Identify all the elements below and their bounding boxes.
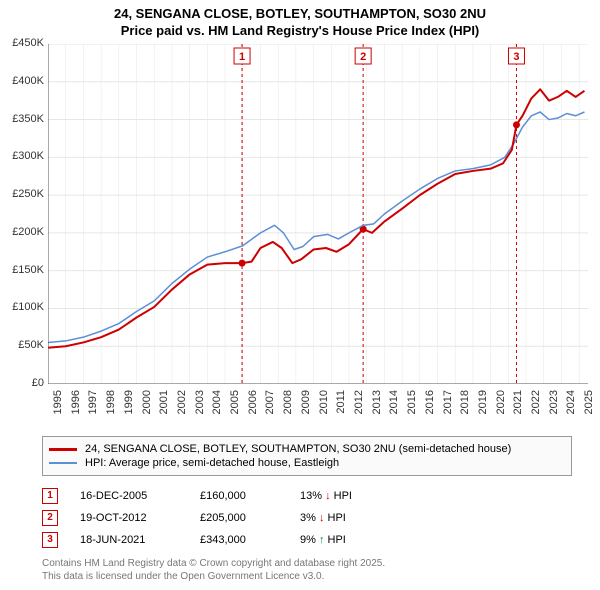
chart-area: 1 2 3 <box>48 44 588 384</box>
legend-row-price: 24, SENGANA CLOSE, BOTLEY, SOUTHAMPTON, … <box>49 443 565 455</box>
x-tick-label: 2020 <box>495 390 507 430</box>
x-tick-label: 2014 <box>388 390 400 430</box>
sale-date-3: 18-JUN-2021 <box>80 534 200 546</box>
sale-date-1: 16-DEC-2005 <box>80 490 200 502</box>
sale-marker-2: 2 <box>42 510 58 526</box>
x-tick-label: 2018 <box>459 390 471 430</box>
sale-price-3: £343,000 <box>200 534 300 546</box>
x-tick-label: 2009 <box>300 390 312 430</box>
svg-text:1: 1 <box>239 51 245 63</box>
chart-container: 24, SENGANA CLOSE, BOTLEY, SOUTHAMPTON, … <box>0 0 600 590</box>
x-tick-label: 2015 <box>406 390 418 430</box>
x-tick-label: 2001 <box>158 390 170 430</box>
title-line2: Price paid vs. HM Land Registry's House … <box>0 23 600 40</box>
sale-delta-3: 9% ↑ HPI <box>300 534 346 546</box>
x-tick-label: 2007 <box>264 390 276 430</box>
x-tick-label: 2013 <box>371 390 383 430</box>
x-tick-label: 2000 <box>141 390 153 430</box>
y-tick-label: £150K <box>4 264 44 276</box>
x-tick-label: 2008 <box>282 390 294 430</box>
sale-date-2: 19-OCT-2012 <box>80 512 200 524</box>
y-tick-label: £300K <box>4 150 44 162</box>
legend-row-hpi: HPI: Average price, semi-detached house,… <box>49 457 565 469</box>
legend-label-price: 24, SENGANA CLOSE, BOTLEY, SOUTHAMPTON, … <box>85 443 511 455</box>
y-tick-label: £450K <box>4 37 44 49</box>
y-tick-label: £50K <box>4 339 44 351</box>
sale-marker-1: 1 <box>42 488 58 504</box>
x-tick-label: 1999 <box>123 390 135 430</box>
sale-row-3: 3 18-JUN-2021 £343,000 9% ↑ HPI <box>42 532 346 548</box>
footer: Contains HM Land Registry data © Crown c… <box>42 558 385 583</box>
x-tick-label: 2022 <box>530 390 542 430</box>
x-tick-label: 2012 <box>353 390 365 430</box>
title-block: 24, SENGANA CLOSE, BOTLEY, SOUTHAMPTON, … <box>0 0 600 40</box>
sale-price-1: £160,000 <box>200 490 300 502</box>
x-tick-label: 2025 <box>583 390 595 430</box>
sale-row-2: 2 19-OCT-2012 £205,000 3% ↓ HPI <box>42 510 346 526</box>
footer-line2: This data is licensed under the Open Gov… <box>42 571 385 584</box>
chart-svg: 1 2 3 <box>48 44 588 384</box>
x-tick-label: 2004 <box>211 390 223 430</box>
x-tick-label: 1996 <box>70 390 82 430</box>
x-tick-label: 2021 <box>512 390 524 430</box>
x-tick-label: 2011 <box>335 390 347 430</box>
legend-box: 24, SENGANA CLOSE, BOTLEY, SOUTHAMPTON, … <box>42 436 572 476</box>
y-tick-label: £400K <box>4 75 44 87</box>
x-tick-label: 2016 <box>424 390 436 430</box>
y-tick-label: £250K <box>4 188 44 200</box>
x-tick-label: 2006 <box>247 390 259 430</box>
y-tick-label: £350K <box>4 113 44 125</box>
legend-label-hpi: HPI: Average price, semi-detached house,… <box>85 457 339 469</box>
sale-delta-1: 13% ↓ HPI <box>300 490 352 502</box>
legend-swatch-price <box>49 448 77 451</box>
x-tick-label: 2017 <box>442 390 454 430</box>
x-tick-label: 2002 <box>176 390 188 430</box>
footer-line1: Contains HM Land Registry data © Crown c… <box>42 558 385 571</box>
x-tick-label: 2003 <box>194 390 206 430</box>
svg-text:3: 3 <box>513 51 519 63</box>
x-tick-label: 2005 <box>229 390 241 430</box>
x-tick-label: 2019 <box>477 390 489 430</box>
x-tick-label: 2010 <box>318 390 330 430</box>
y-tick-label: £200K <box>4 226 44 238</box>
title-line1: 24, SENGANA CLOSE, BOTLEY, SOUTHAMPTON, … <box>0 6 600 23</box>
x-tick-label: 1998 <box>105 390 117 430</box>
svg-text:2: 2 <box>360 51 366 63</box>
x-tick-label: 1997 <box>87 390 99 430</box>
sale-row-1: 1 16-DEC-2005 £160,000 13% ↓ HPI <box>42 488 352 504</box>
sale-delta-2: 3% ↓ HPI <box>300 512 346 524</box>
x-tick-label: 2024 <box>565 390 577 430</box>
x-tick-label: 1995 <box>52 390 64 430</box>
legend-swatch-hpi <box>49 462 77 464</box>
sale-marker-3: 3 <box>42 532 58 548</box>
y-tick-label: £0 <box>4 377 44 389</box>
x-tick-label: 2023 <box>548 390 560 430</box>
sale-price-2: £205,000 <box>200 512 300 524</box>
y-tick-label: £100K <box>4 301 44 313</box>
